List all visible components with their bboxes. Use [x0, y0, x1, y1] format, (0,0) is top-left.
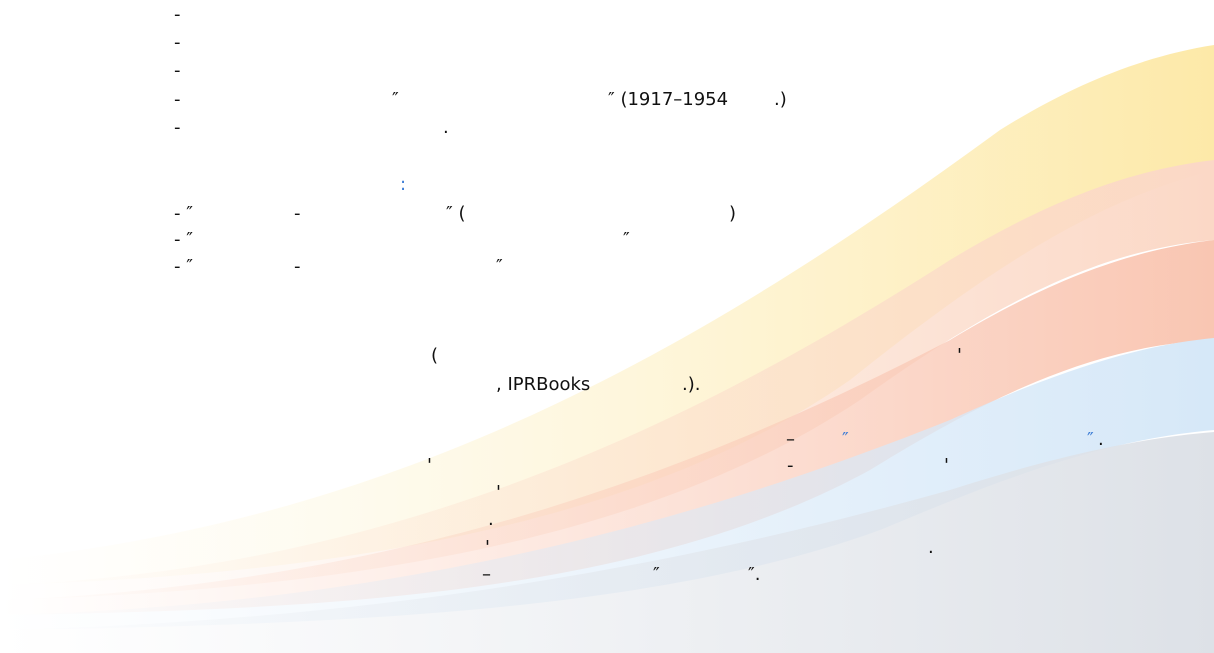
text: - — [174, 89, 181, 110]
text: - — [294, 203, 301, 224]
text: ″ — [496, 256, 503, 277]
text: – — [786, 429, 795, 450]
text: - — [174, 4, 181, 25]
text: - — [294, 256, 301, 277]
text: ' — [944, 455, 949, 476]
text: ″ (1917–1954 — [608, 89, 729, 110]
text: ' — [485, 537, 490, 558]
text: ″ — [653, 564, 660, 585]
text: ″ — [392, 89, 399, 110]
text: - — [174, 60, 181, 81]
text: ) — [729, 203, 737, 224]
text: . — [443, 117, 449, 138]
text: - — [174, 117, 181, 138]
text: : — [400, 174, 407, 195]
swoosh-gray — [0, 432, 1214, 653]
text: - ″ — [174, 256, 193, 277]
text: ″ ( — [446, 203, 466, 224]
text: - — [174, 32, 181, 53]
text: - — [787, 455, 794, 476]
text: , IPRBooks — [496, 374, 591, 395]
text: – — [482, 564, 491, 585]
text: ″ — [842, 429, 849, 450]
text: ″. — [748, 564, 761, 585]
text: ' — [427, 455, 432, 476]
text: . — [488, 509, 494, 530]
text: ' — [496, 482, 501, 503]
text: ( — [431, 345, 439, 366]
text: .). — [682, 374, 701, 395]
text: ″ — [623, 229, 630, 250]
text: . — [1098, 429, 1104, 450]
text: - ″ — [174, 229, 193, 250]
text: - ″ — [174, 203, 193, 224]
text: ' — [957, 345, 962, 366]
text: . — [928, 537, 934, 558]
text: ″ — [1087, 429, 1094, 450]
text: .) — [774, 89, 787, 110]
